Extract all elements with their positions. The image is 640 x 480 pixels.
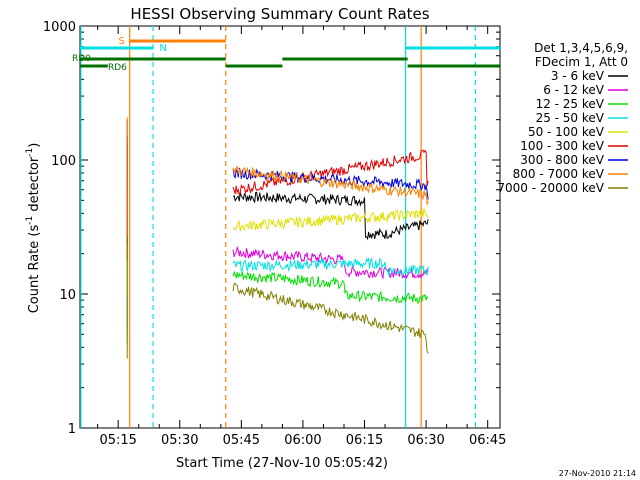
x-tick-label: 06:00	[284, 433, 321, 448]
y-tick-label: 1000	[43, 20, 76, 35]
series-line	[232, 282, 429, 354]
plot-frame	[79, 25, 501, 429]
legend-label: 50 - 100 keV	[528, 125, 605, 139]
legend-label: 300 - 800 keV	[520, 153, 604, 167]
y-axis-ticks: 1 10 100 1000	[43, 20, 500, 437]
legend-label: 6 - 12 keV	[543, 83, 605, 97]
footer-timestamp: 27-Nov-2010 21:14	[559, 469, 636, 478]
y-label-sup2: -1	[25, 148, 35, 157]
x-tick-label: 05:30	[161, 433, 198, 448]
y-label-end: )	[27, 143, 42, 148]
rd6-flag-label: RD6	[108, 63, 127, 73]
legend-label: 3 - 6 keV	[551, 69, 605, 83]
series-line	[232, 167, 429, 200]
legend: Det 1,3,4,5,6,9,FDecim 1, Att 03 - 6 keV…	[497, 41, 628, 195]
overlay-bars: S N RD0 RD6	[72, 26, 500, 428]
legend-label: 800 - 7000 keV	[513, 167, 605, 181]
y-tick-label: 1	[68, 422, 76, 437]
x-axis-ticks: 05:15 05:30 05:45 06:00 06:15 06:30 06:45	[97, 26, 506, 448]
legend-label: 25 - 50 keV	[536, 111, 605, 125]
y-axis-label: Count Rate (s-1 detector-1)	[25, 143, 42, 314]
y-label-mid: detector	[27, 156, 42, 216]
x-tick-label: 05:45	[223, 433, 260, 448]
chart-title: HESSI Observing Summary Count Rates	[130, 5, 429, 23]
night-flag-label: N	[159, 43, 166, 54]
series-line	[232, 149, 429, 197]
series-line	[232, 191, 429, 241]
series-line	[232, 207, 429, 232]
y-tick-label: 10	[59, 288, 76, 303]
x-axis-label: Start Time (27-Nov-10 05:05:42)	[176, 456, 388, 471]
y-tick-label: 100	[51, 154, 76, 169]
x-tick-label: 05:15	[99, 433, 136, 448]
legend-label: 12 - 25 keV	[536, 97, 605, 111]
x-tick-label: 06:15	[346, 433, 383, 448]
legend-label: 100 - 300 keV	[520, 139, 604, 153]
legend-header-1: Det 1,3,4,5,6,9,	[534, 41, 628, 55]
legend-label: 7000 - 20000 keV	[497, 181, 604, 195]
series-line	[232, 245, 429, 280]
x-tick-label: 06:45	[469, 433, 506, 448]
y-label-sup1: -1	[25, 216, 35, 225]
series-line	[232, 270, 429, 304]
series-line	[232, 165, 429, 205]
saa-flag-label: S	[118, 36, 124, 47]
series-group	[126, 117, 429, 359]
x-tick-label: 06:30	[407, 433, 444, 448]
rd0-flag-label: RD0	[72, 54, 91, 64]
legend-header-2: FDecim 1, Att 0	[535, 55, 628, 69]
series-line	[232, 257, 429, 278]
y-label-main: Count Rate (s	[27, 225, 42, 314]
